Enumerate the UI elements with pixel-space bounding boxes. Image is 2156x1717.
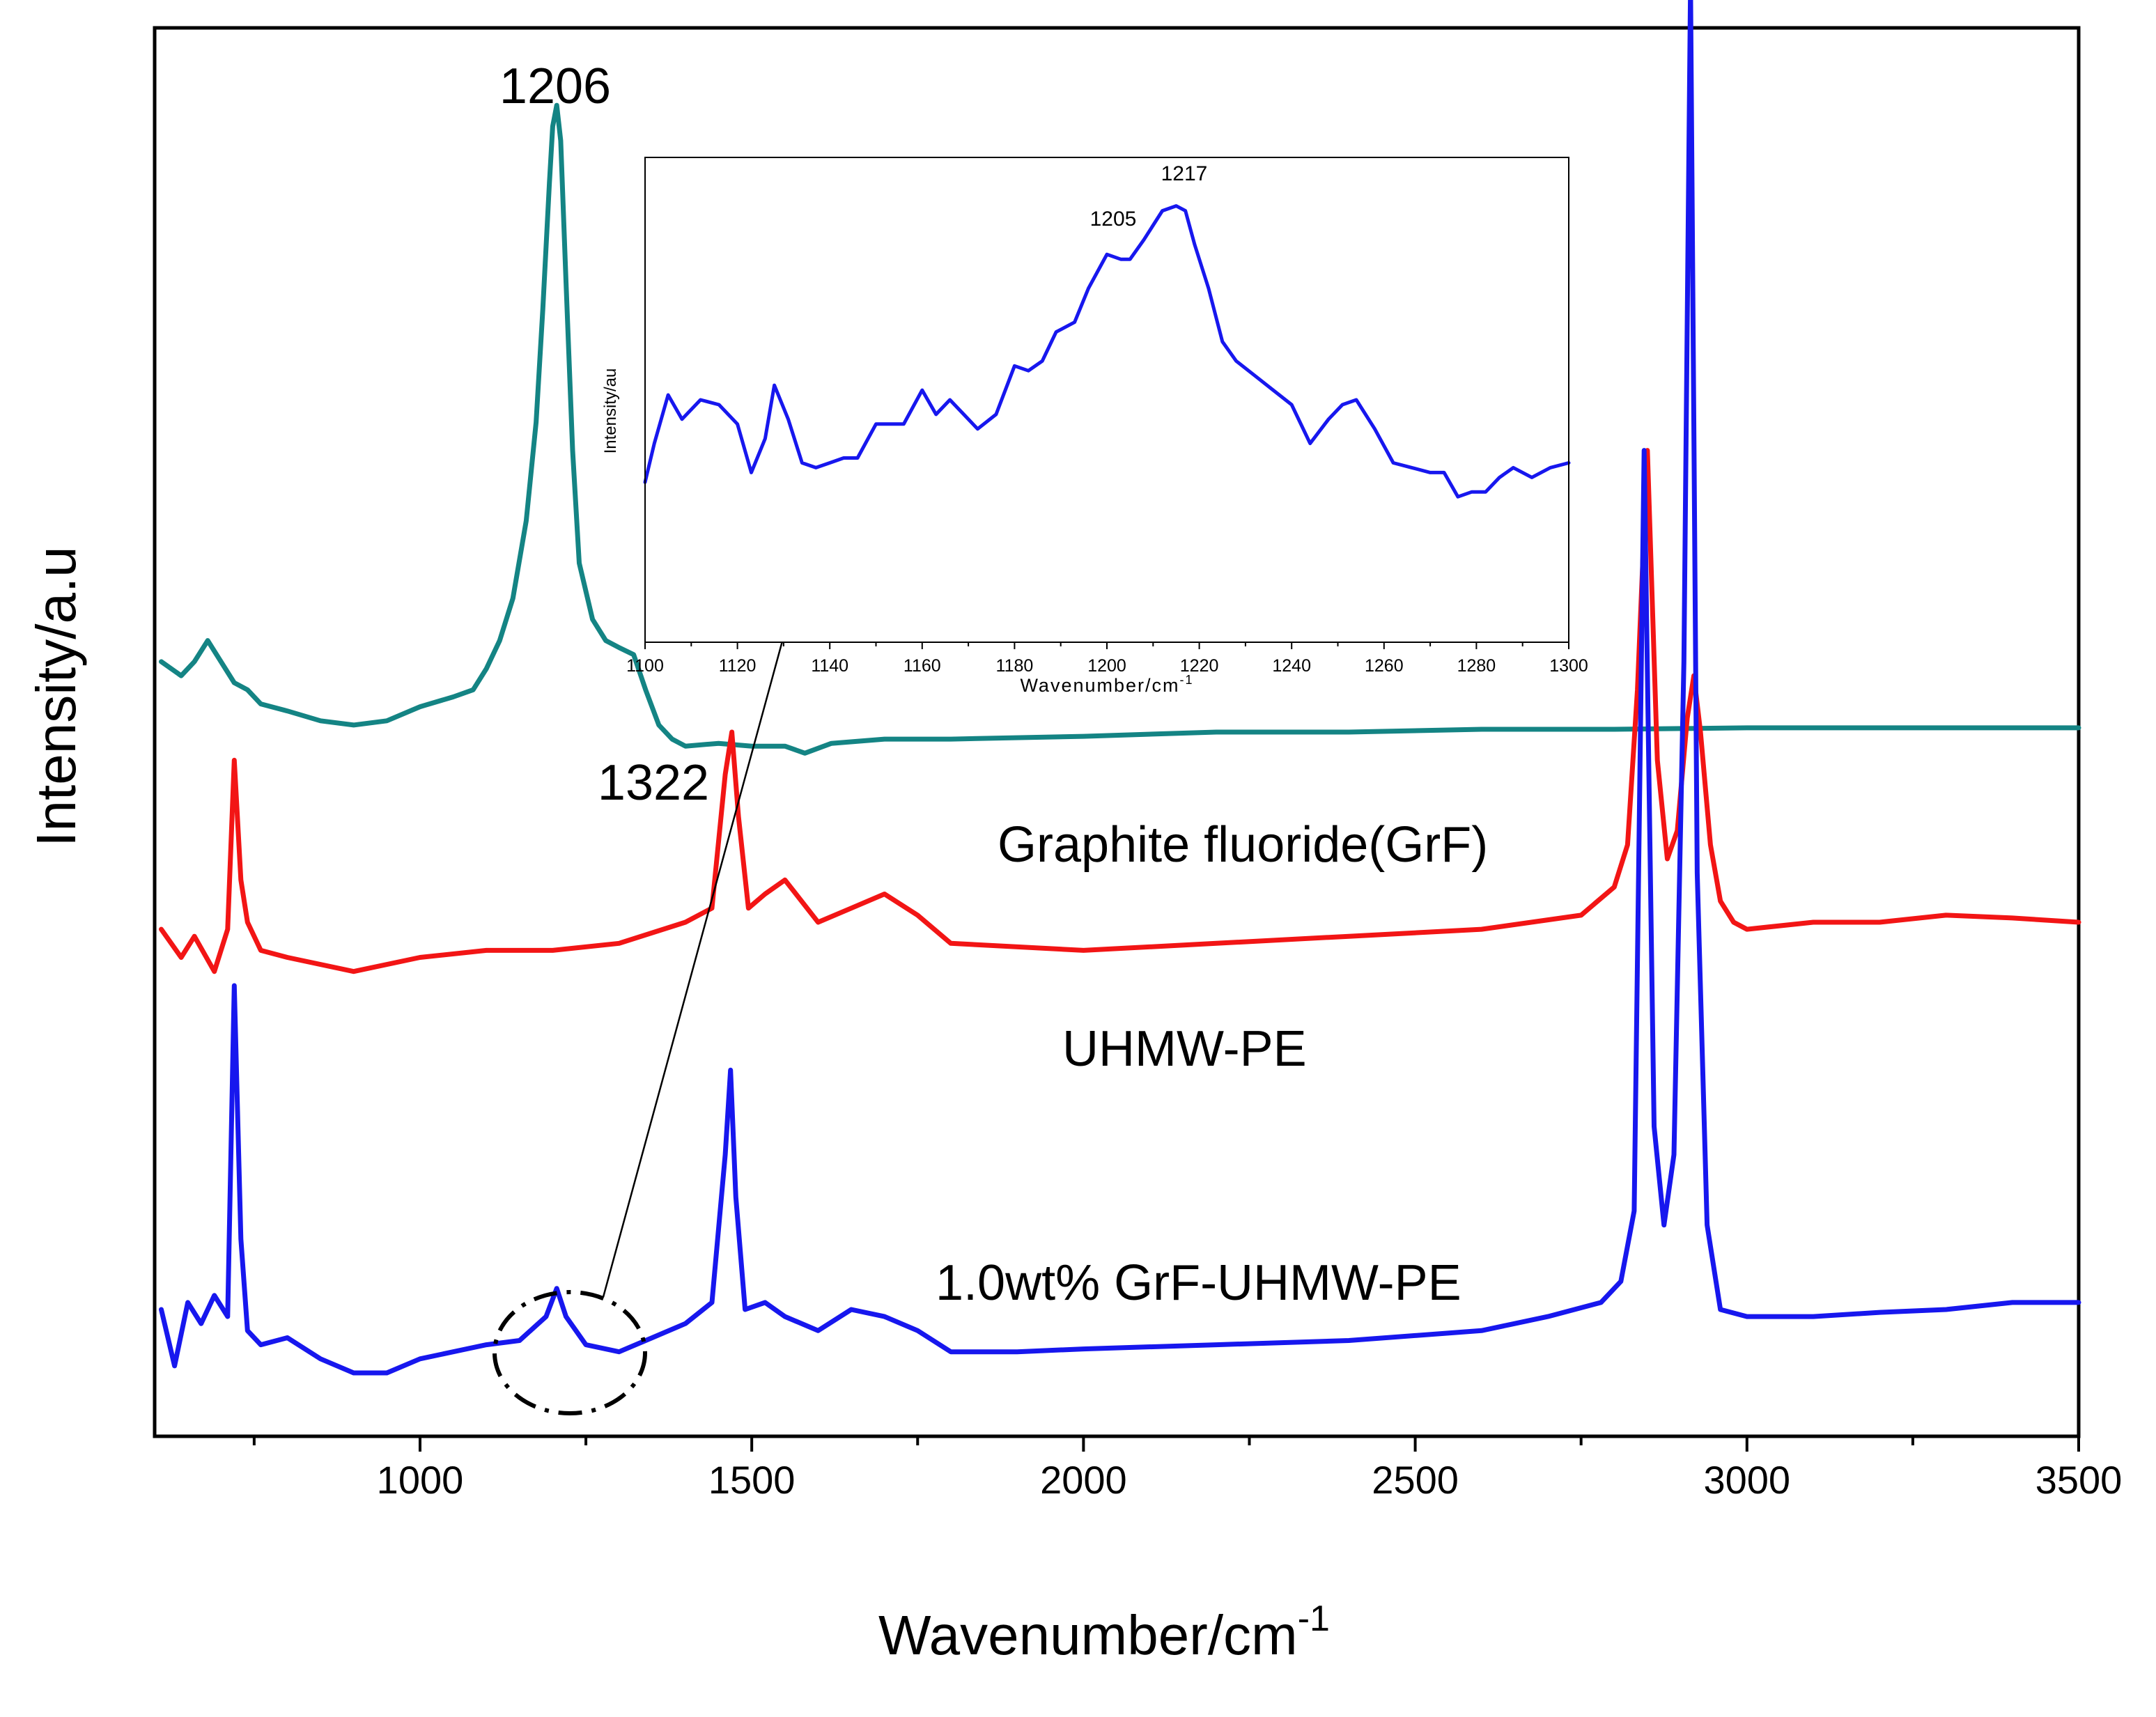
inset-background	[645, 157, 1569, 642]
series-line-composite	[159, 0, 2081, 1376]
label-composite: 1.0wt% GrF-UHMW-PE	[936, 1255, 1461, 1311]
inset-x-tick-label: 1100	[626, 656, 664, 676]
main-plot-frame	[153, 26, 2081, 1438]
annotation-1322: 1322	[598, 755, 709, 811]
inset-x-tick-label: 1300	[1549, 656, 1588, 676]
inset-annotation-1205: 1205	[1090, 208, 1137, 231]
main-x-tick-label: 3500	[2035, 1458, 2123, 1502]
inset-x-tick-label: 1280	[1457, 656, 1496, 676]
main-x-tick-labels: 1000 1500 2000 2500 3000 3500	[377, 1458, 2123, 1502]
main-x-tick-label: 2500	[1372, 1458, 1459, 1502]
series-line-uhmw-pe	[159, 448, 2081, 974]
inset-x-tick-label: 1160	[903, 656, 941, 676]
main-x-axis-label: Wavenumber/cm-1	[878, 1599, 1330, 1666]
inset-x-axis-label: Wavenumber/cm-1	[1020, 673, 1193, 696]
main-x-tick-label: 1000	[377, 1458, 464, 1502]
highlight-ellipse	[493, 1290, 647, 1415]
inset-series-line	[643, 204, 1571, 499]
inset-x-tick-label: 1260	[1365, 656, 1404, 676]
label-uhmw-pe: UHMW-PE	[1062, 1021, 1307, 1077]
inset-x-tick-label: 1140	[811, 656, 848, 676]
inset-x-tick-label: 1220	[1180, 656, 1219, 676]
main-x-tick-label: 3000	[1704, 1458, 1791, 1502]
inset-series-group	[643, 204, 1571, 499]
main-y-axis-label: Intensity/a.u	[25, 546, 87, 846]
inset-annotation-1217: 1217	[1161, 162, 1208, 185]
main-x-tick-label: 1500	[708, 1458, 796, 1502]
label-grf: Graphite fluoride(GrF)	[998, 817, 1488, 873]
main-x-ticks	[252, 1436, 2080, 1452]
main-series-group	[159, 0, 2081, 1376]
inset-x-tick-label: 1120	[719, 656, 757, 676]
inset-x-tick-labels: 1100 1120 1140 1160 1180 1200 1220 1240 1260 1280…	[626, 656, 1588, 676]
inset-x-tick-label: 1180	[996, 656, 1034, 676]
annotation-1206: 1206	[499, 59, 611, 114]
inset-x-ticks	[644, 642, 1569, 649]
zoom-arrow	[602, 615, 791, 1298]
inset-x-tick-label: 1200	[1087, 656, 1126, 676]
inset-y-axis-label: Intensity/au	[601, 368, 620, 454]
main-x-tick-label: 2000	[1040, 1458, 1127, 1502]
inset-x-tick-label: 1240	[1272, 656, 1311, 676]
series-line-grf	[159, 102, 2081, 756]
